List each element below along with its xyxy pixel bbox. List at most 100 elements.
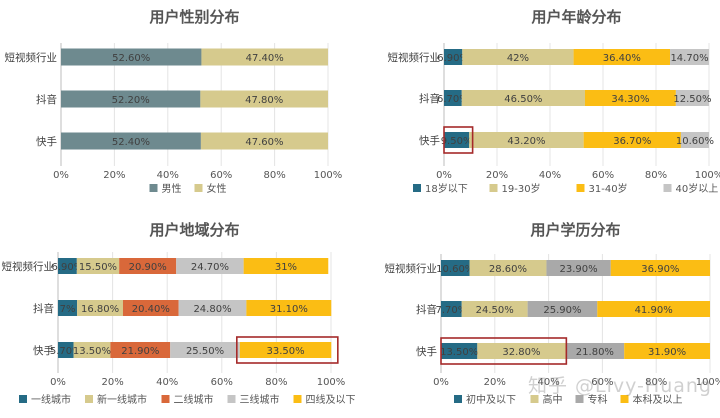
legend-label: 初中及以下	[466, 393, 516, 406]
legend-item: 初中及以下	[454, 393, 516, 406]
legend-swatch	[149, 184, 158, 192]
bar-segment	[201, 48, 328, 66]
bar-segment	[239, 342, 332, 358]
legend-item: 19-30岁	[489, 182, 541, 195]
tick-label: 60%	[591, 377, 613, 388]
data-label: 12.50%	[673, 94, 711, 105]
bar-segment	[200, 132, 328, 150]
bar-segment	[243, 258, 329, 274]
data-label: 13.50%	[73, 346, 111, 357]
bar-segment	[565, 343, 625, 359]
bar-segment	[73, 342, 111, 358]
category-label: 抖音	[419, 92, 440, 105]
legend-item: 专科	[575, 393, 608, 406]
legend-item: 女性	[194, 182, 227, 195]
data-label: 6.90%	[52, 262, 84, 273]
data-label: 7%	[60, 304, 76, 315]
tick-label: 100%	[696, 377, 720, 388]
legend-swatch	[85, 395, 93, 403]
legend-item: 二线城市	[161, 393, 214, 406]
legend-item: 新一线城市	[85, 393, 147, 406]
bar-segment	[119, 258, 177, 274]
bar-segment	[122, 300, 179, 316]
data-label: 5.70%	[50, 346, 82, 357]
data-label: 24.70%	[191, 262, 229, 273]
legend-item: 本科及以上	[620, 393, 683, 406]
bar-segment	[178, 300, 247, 316]
bar-segment	[58, 258, 77, 274]
data-label: 16.80%	[81, 304, 119, 315]
bar-segment	[527, 301, 598, 317]
legend-swatch	[293, 395, 302, 403]
data-label: 52.20%	[112, 95, 150, 106]
chart-1: 用户性别分布 0% 20% 40% 60% 80% 100% 短视频行业 52.60% 47.40…	[5, 8, 343, 195]
bar-segment	[469, 260, 547, 276]
bar-segment	[77, 300, 123, 316]
legend-label: 40岁以上	[676, 182, 719, 195]
data-label: 20.40%	[132, 304, 170, 315]
tick-label: 20%	[101, 377, 123, 388]
bar-segment	[58, 342, 74, 358]
data-label: 21.90%	[121, 346, 159, 357]
data-label: 34.30%	[611, 94, 649, 105]
data-label: 9.50%	[441, 136, 473, 147]
bar-segment	[477, 343, 566, 359]
bar-segment	[200, 90, 328, 108]
data-label: 21.80%	[576, 347, 614, 358]
chart-title: 用户学历分布	[530, 221, 620, 239]
data-label: 10.60%	[436, 264, 474, 275]
data-label: 52.40%	[112, 137, 150, 148]
category-label: 短视频行业	[385, 262, 438, 275]
legend-label: 31-40岁	[589, 182, 628, 195]
legend-swatch	[489, 184, 498, 192]
tick-label: 80%	[645, 170, 667, 181]
category-label: 快手	[33, 344, 54, 357]
bar-segment	[469, 132, 584, 148]
tick-label: 80%	[263, 170, 285, 181]
bar-segment	[444, 49, 463, 65]
legend-swatch	[227, 395, 236, 403]
category-label: 快手	[419, 134, 440, 147]
category-label: 短视频行业	[2, 260, 55, 273]
data-label: 32.80%	[502, 347, 540, 358]
category-label: 抖音	[36, 93, 57, 106]
chart-title: 用户性别分布	[149, 8, 239, 26]
tick-label: 0%	[53, 170, 69, 181]
legend-label: 高中	[543, 393, 563, 406]
chart-title: 用户年龄分布	[531, 8, 621, 26]
legend-label: 四线及以下	[306, 393, 356, 406]
legend-label: 一线城市	[31, 393, 71, 406]
tick-label: 60%	[592, 170, 614, 181]
legend-swatch	[413, 184, 421, 192]
bar-segment	[675, 90, 709, 106]
data-label: 14.70%	[670, 53, 708, 64]
legend-swatch	[620, 395, 629, 403]
legend-item: 一线城市	[19, 393, 71, 406]
bar-segment	[76, 258, 120, 274]
data-label: 24.50%	[476, 305, 514, 316]
tick-label: 20%	[103, 170, 125, 181]
bar-segment	[624, 343, 710, 359]
legend-label: 专科	[588, 393, 608, 406]
category-label: 快手	[36, 135, 57, 148]
bar-segment	[546, 260, 611, 276]
data-label: 23.90%	[560, 264, 598, 275]
tick-label: 40%	[539, 170, 561, 181]
tick-label: 100%	[695, 170, 720, 181]
legend-item: 男性	[149, 182, 182, 195]
data-label: 10.60%	[676, 136, 714, 147]
chart-title: 用户地域分布	[149, 221, 239, 239]
legend-item: 三线城市	[227, 393, 280, 406]
data-label: 47.40%	[246, 53, 284, 64]
legend-label: 19-30岁	[502, 182, 541, 195]
bar-segment	[461, 301, 528, 317]
data-label: 47.80%	[245, 95, 283, 106]
bar-segment	[61, 90, 201, 108]
bar-segment	[246, 300, 332, 316]
data-label: 41.90%	[635, 305, 673, 316]
tick-label: 60%	[210, 170, 232, 181]
legend-item: 18岁以下	[413, 182, 468, 195]
bar-segment	[584, 90, 676, 106]
legend-swatch	[663, 184, 672, 192]
